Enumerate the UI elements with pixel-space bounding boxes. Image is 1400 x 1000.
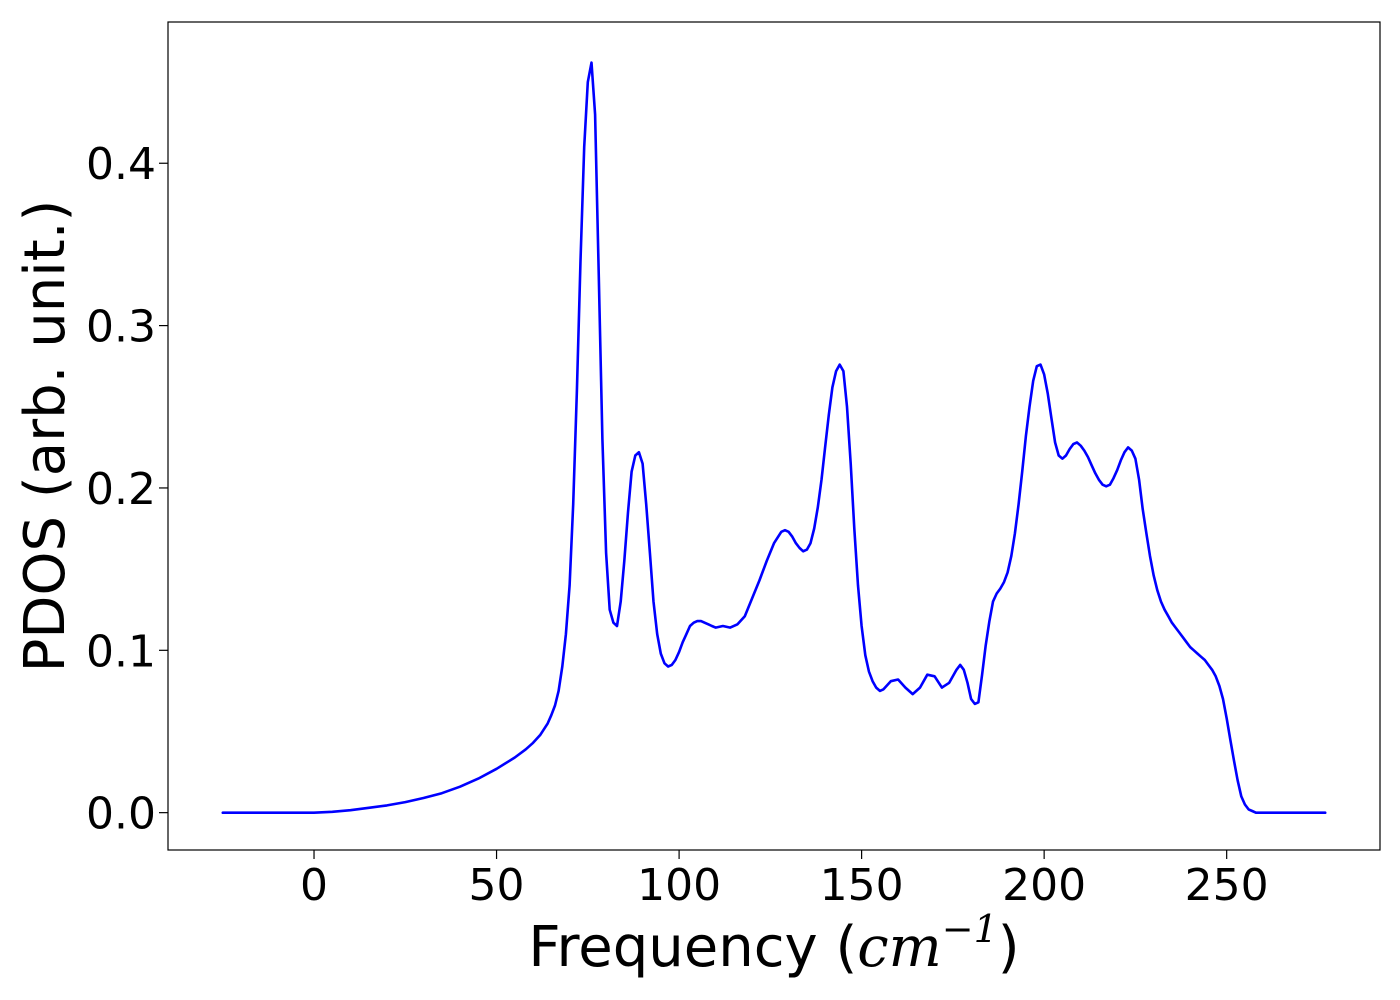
- x-tick-label: 100: [637, 860, 721, 911]
- y-axis-ticks: 0.0 0.1 0.2 0.3 0.4: [86, 139, 168, 840]
- y-tick-label: 0.4: [86, 139, 156, 190]
- y-tick-label: 0.2: [86, 464, 156, 515]
- x-tick-label: 50: [469, 860, 525, 911]
- x-tick-label: 250: [1185, 860, 1269, 911]
- x-tick-label: 150: [820, 860, 904, 911]
- x-tick-label: 0: [300, 860, 328, 911]
- x-axis-label-close: ): [998, 915, 1020, 980]
- y-tick-label: 0.3: [86, 302, 156, 353]
- x-tick-label: 200: [1002, 860, 1086, 911]
- y-tick-label: 0.1: [86, 626, 156, 677]
- axes-frame: [167, 21, 1381, 851]
- x-axis-label-unit: cm: [857, 915, 941, 980]
- pdos-series-line: [221, 61, 1327, 815]
- y-tick-label: 0.0: [86, 789, 156, 840]
- x-axis-label: Frequency (cm−1): [528, 907, 1019, 980]
- x-axis-label-exponent: −1: [942, 907, 998, 951]
- y-axis-label: PDOS (arb. unit.): [13, 200, 78, 673]
- x-axis-ticks: 0 50 100 150 200 250: [300, 850, 1269, 911]
- plot-area: [221, 61, 1327, 815]
- x-axis-label-main: Frequency (: [528, 915, 857, 980]
